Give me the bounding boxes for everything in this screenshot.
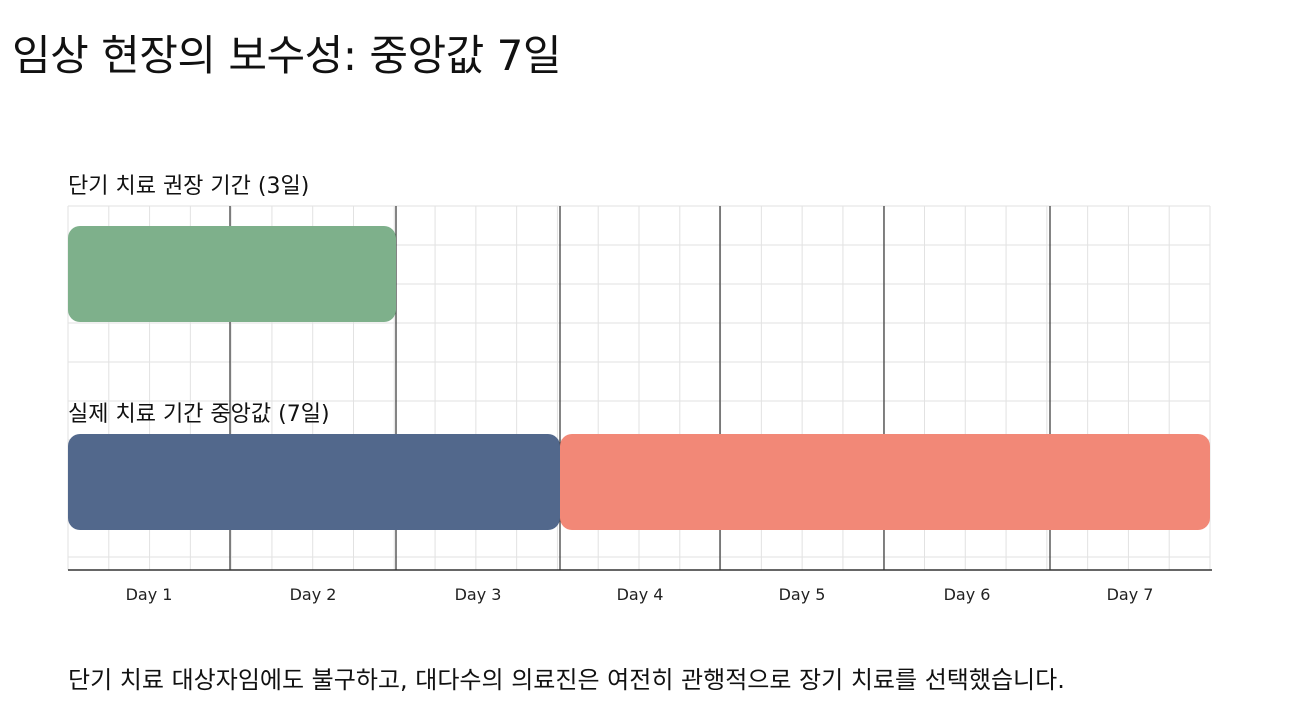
x-tick-label: Day 1 bbox=[126, 585, 173, 604]
x-tick-label: Day 3 bbox=[455, 585, 502, 604]
bar-segment-1-0 bbox=[68, 434, 560, 530]
series-label-actual: 실제 치료 기간 중앙값 (7일) bbox=[68, 402, 330, 427]
bar-segment-0-0 bbox=[68, 226, 396, 322]
x-tick-label: Day 5 bbox=[779, 585, 826, 604]
x-tick-label: Day 7 bbox=[1107, 585, 1154, 604]
x-tick-label: Day 6 bbox=[944, 585, 991, 604]
series-label-recommended: 단기 치료 권장 기간 (3일) bbox=[68, 174, 310, 199]
page-title: 임상 현장의 보수성: 중앙값 7일 bbox=[12, 31, 561, 80]
x-tick-label: Day 2 bbox=[290, 585, 337, 604]
caption: 단기 치료 대상자임에도 불구하고, 대다수의 의료진은 여전히 관행적으로 장… bbox=[68, 666, 1065, 694]
bars bbox=[68, 226, 1210, 530]
x-tick-labels: Day 1 Day 2 Day 3 Day 4 Day 5 Day 6 Day 7 bbox=[126, 585, 1154, 604]
bar-segment-1-1 bbox=[560, 434, 1210, 530]
x-tick-label: Day 4 bbox=[617, 585, 664, 604]
